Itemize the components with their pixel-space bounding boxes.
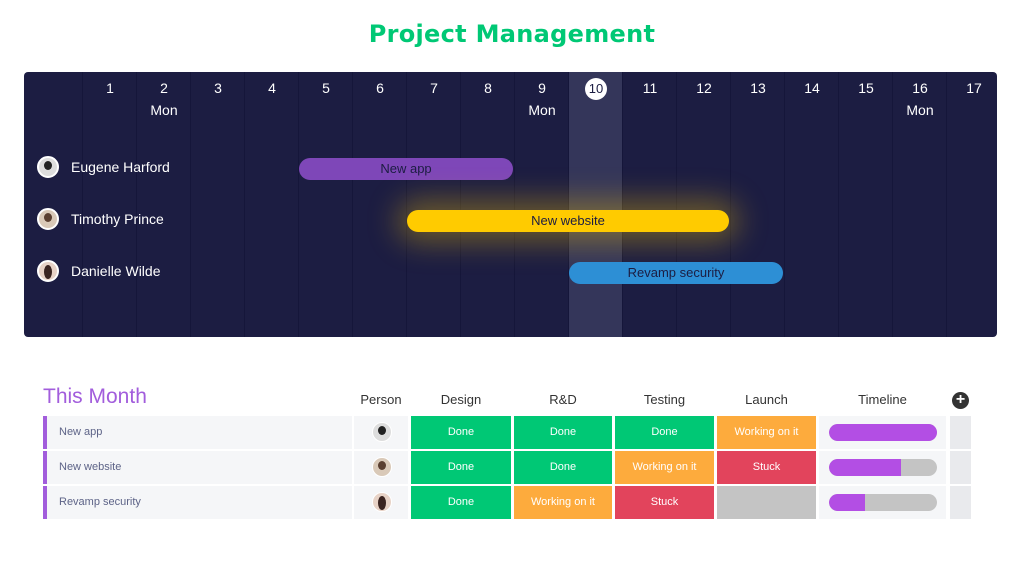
day-number: 4	[268, 80, 276, 96]
column-header[interactable]: Design	[440, 392, 482, 407]
item-name[interactable]: New app	[43, 416, 352, 449]
timeline-cell[interactable]	[819, 451, 946, 484]
person-row: Eugene Harford	[37, 156, 170, 178]
day-number: 15	[858, 80, 874, 96]
day-column: 1	[82, 72, 136, 337]
day-column: 7	[406, 72, 460, 337]
column-header[interactable]: Person	[360, 392, 402, 407]
day-number: 3	[214, 80, 222, 96]
status-cell[interactable]: Stuck	[717, 451, 816, 484]
day-column: 12	[676, 72, 730, 337]
column-header[interactable]: Testing	[643, 392, 686, 407]
day-number: 6	[376, 80, 384, 96]
avatar	[372, 457, 392, 477]
gantt-timeline: 1 2 Mon 3 4 5 6 7 8 9 Mon 10 11 12 13 14 15 16 Mon 17 Eugene…	[24, 72, 997, 337]
task-bar[interactable]: New app	[299, 158, 513, 180]
avatar	[37, 260, 59, 282]
avatar	[372, 492, 392, 512]
day-column: 15	[838, 72, 892, 337]
status-cell[interactable]: Done	[411, 416, 511, 449]
day-column: 14	[784, 72, 838, 337]
avatar	[37, 208, 59, 230]
day-number: 13	[750, 80, 766, 96]
timeline-fill	[829, 424, 937, 441]
person-name: Eugene Harford	[71, 159, 170, 175]
day-column: 3	[190, 72, 244, 337]
column-header[interactable]: Launch	[745, 392, 788, 407]
day-column: 17	[946, 72, 997, 337]
status-cell[interactable]: Done	[514, 451, 612, 484]
column-header[interactable]: R&D	[549, 392, 577, 407]
day-column: 13	[730, 72, 784, 337]
status-cell[interactable]: Done	[514, 416, 612, 449]
status-cell[interactable]: Stuck	[615, 486, 714, 519]
avatar	[37, 156, 59, 178]
status-cell[interactable]: Done	[615, 416, 714, 449]
timeline-bar	[829, 424, 937, 441]
person-row: Timothy Prince	[37, 208, 164, 230]
add-column-icon[interactable]: +	[952, 392, 969, 409]
empty-cell	[950, 451, 971, 484]
task-bar[interactable]: Revamp security	[569, 262, 783, 284]
person-cell[interactable]	[354, 486, 408, 519]
timeline-cell[interactable]	[819, 486, 946, 519]
day-number: 12	[696, 80, 712, 96]
day-number: 7	[430, 80, 438, 96]
item-name[interactable]: Revamp security	[43, 486, 352, 519]
empty-cell	[950, 486, 971, 519]
column-header[interactable]: Timeline	[858, 392, 907, 407]
task-bar[interactable]: New website	[407, 210, 729, 232]
timeline-cell[interactable]	[819, 416, 946, 449]
group-title[interactable]: This Month	[43, 385, 147, 408]
day-number: 1	[106, 80, 114, 96]
day-number: 8	[484, 80, 492, 96]
day-number: 14	[804, 80, 820, 96]
timeline-fill	[829, 494, 865, 511]
day-column: 10	[568, 72, 622, 337]
status-cell[interactable]: Done	[411, 486, 511, 519]
day-column: 6	[352, 72, 406, 337]
timeline-fill	[829, 459, 902, 476]
day-number: 11	[642, 80, 658, 96]
day-column: 11	[622, 72, 676, 337]
person-row: Danielle Wilde	[37, 260, 160, 282]
day-column: 4	[244, 72, 298, 337]
day-number: 17	[966, 80, 982, 96]
item-name[interactable]: New website	[43, 451, 352, 484]
status-cell[interactable]: Done	[411, 451, 511, 484]
avatar	[372, 422, 392, 442]
day-number: 9	[538, 80, 546, 96]
day-name: Mon	[150, 102, 178, 118]
day-column: 5	[298, 72, 352, 337]
status-cell[interactable]: Working on it	[514, 486, 612, 519]
today-marker: 10	[585, 78, 607, 100]
day-column: 16 Mon	[892, 72, 946, 337]
day-number: 10	[569, 78, 623, 100]
timeline-bar	[829, 459, 937, 476]
day-name: Mon	[528, 102, 556, 118]
status-cell[interactable]: Working on it	[615, 451, 714, 484]
day-number: 2	[160, 80, 168, 96]
person-name: Danielle Wilde	[71, 263, 161, 279]
day-column: 9 Mon	[514, 72, 568, 337]
empty-cell	[950, 416, 971, 449]
page-title: Project Management	[368, 20, 656, 48]
timeline-bar	[829, 494, 937, 511]
day-number: 16	[912, 80, 928, 96]
day-column: 2 Mon	[136, 72, 190, 337]
status-cell[interactable]: Working on it	[717, 416, 816, 449]
day-column: 8	[460, 72, 514, 337]
day-name: Mon	[906, 102, 934, 118]
person-cell[interactable]	[354, 416, 408, 449]
day-number: 5	[322, 80, 330, 96]
person-cell[interactable]	[354, 451, 408, 484]
status-cell[interactable]	[717, 486, 816, 519]
person-name: Timothy Prince	[71, 211, 164, 227]
